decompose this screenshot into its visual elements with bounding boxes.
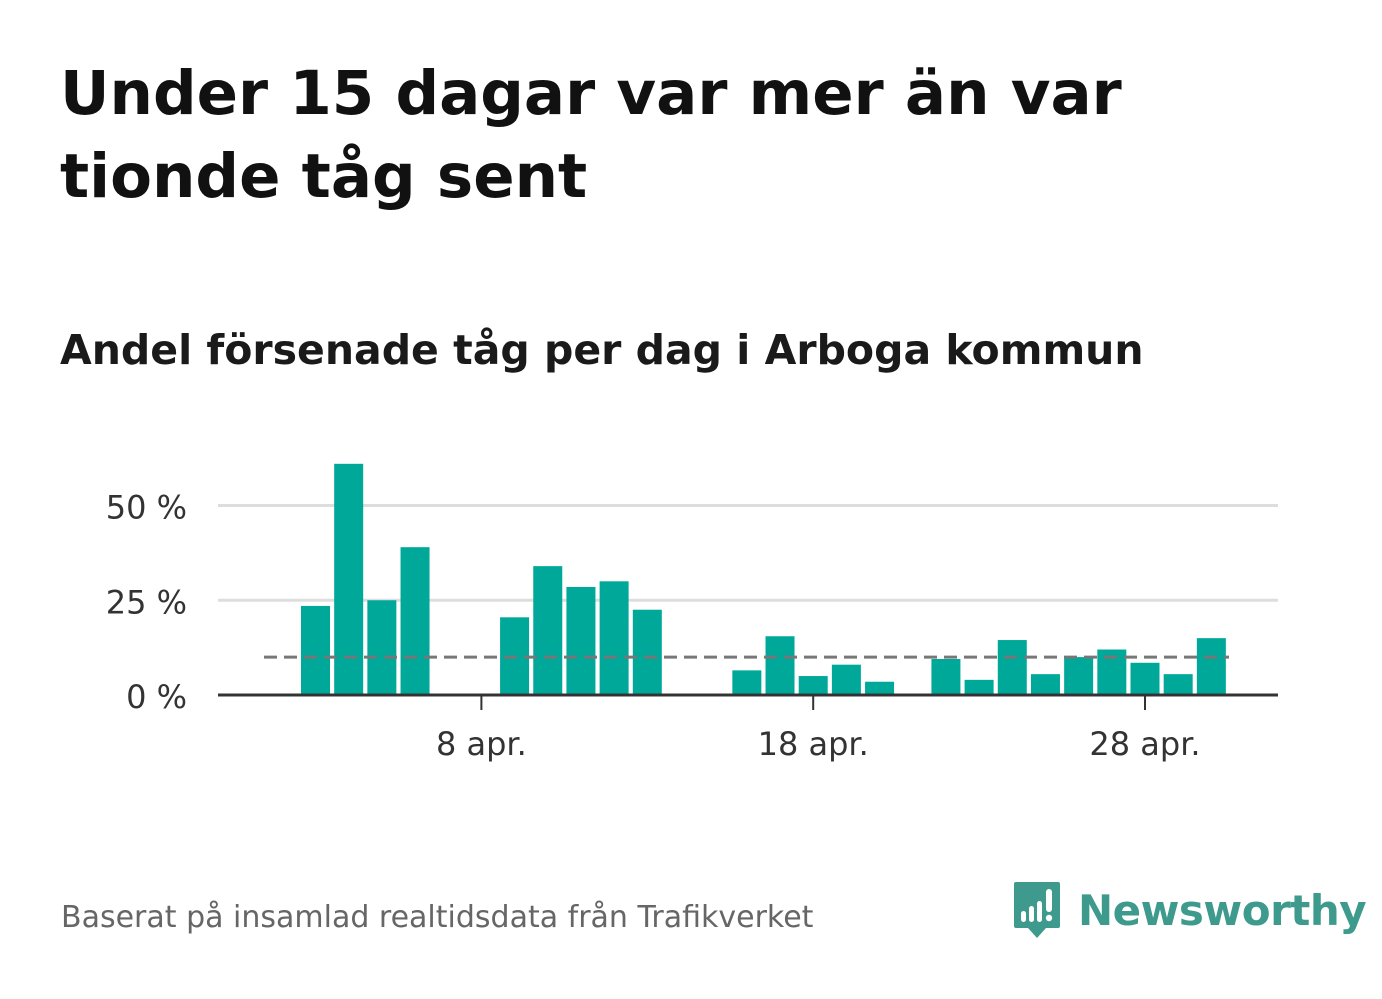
bar — [997, 640, 1027, 695]
bar — [1196, 638, 1226, 695]
newsworthy-logo: Newsworthy — [1012, 880, 1367, 940]
x-tick-label: 18 apr. — [758, 725, 869, 763]
bar — [765, 636, 795, 695]
y-tick-label: 25 % — [106, 583, 187, 621]
y-tick-label: 50 % — [106, 489, 187, 527]
bar — [1130, 662, 1160, 695]
axes — [218, 693, 1278, 710]
y-tick-label: 0 % — [126, 678, 187, 716]
bar — [566, 586, 596, 695]
bar — [599, 581, 629, 695]
tick-labels: 0 % 25 % 50 % 8 apr. 18 apr. 28 apr. — [106, 489, 1201, 764]
newsworthy-logo-icon — [1014, 882, 1060, 938]
bar — [798, 676, 828, 695]
brand-name: Newsworthy — [1078, 885, 1367, 935]
bars — [301, 463, 1226, 695]
bar — [1163, 674, 1193, 695]
chart-title: Under 15 dagar var mer än var tionde tåg… — [60, 58, 1122, 212]
bar — [400, 547, 430, 695]
source-note: Baserat på insamlad realtidsdata från Tr… — [61, 900, 814, 935]
gridlines — [218, 504, 1278, 602]
bar — [367, 600, 397, 695]
bar — [301, 605, 330, 695]
bar — [964, 679, 994, 695]
bar — [831, 664, 861, 695]
bar — [632, 609, 662, 695]
bar — [533, 566, 563, 695]
bar — [1030, 674, 1060, 695]
bar — [334, 463, 364, 695]
bar — [732, 670, 762, 695]
x-tick-label: 28 apr. — [1089, 725, 1200, 763]
bar — [865, 681, 895, 695]
x-tick-label: 8 apr. — [436, 725, 527, 763]
bar — [931, 658, 961, 695]
chart-subtitle: Andel försenade tåg per dag i Arboga kom… — [60, 326, 1144, 374]
bar — [1064, 657, 1094, 695]
